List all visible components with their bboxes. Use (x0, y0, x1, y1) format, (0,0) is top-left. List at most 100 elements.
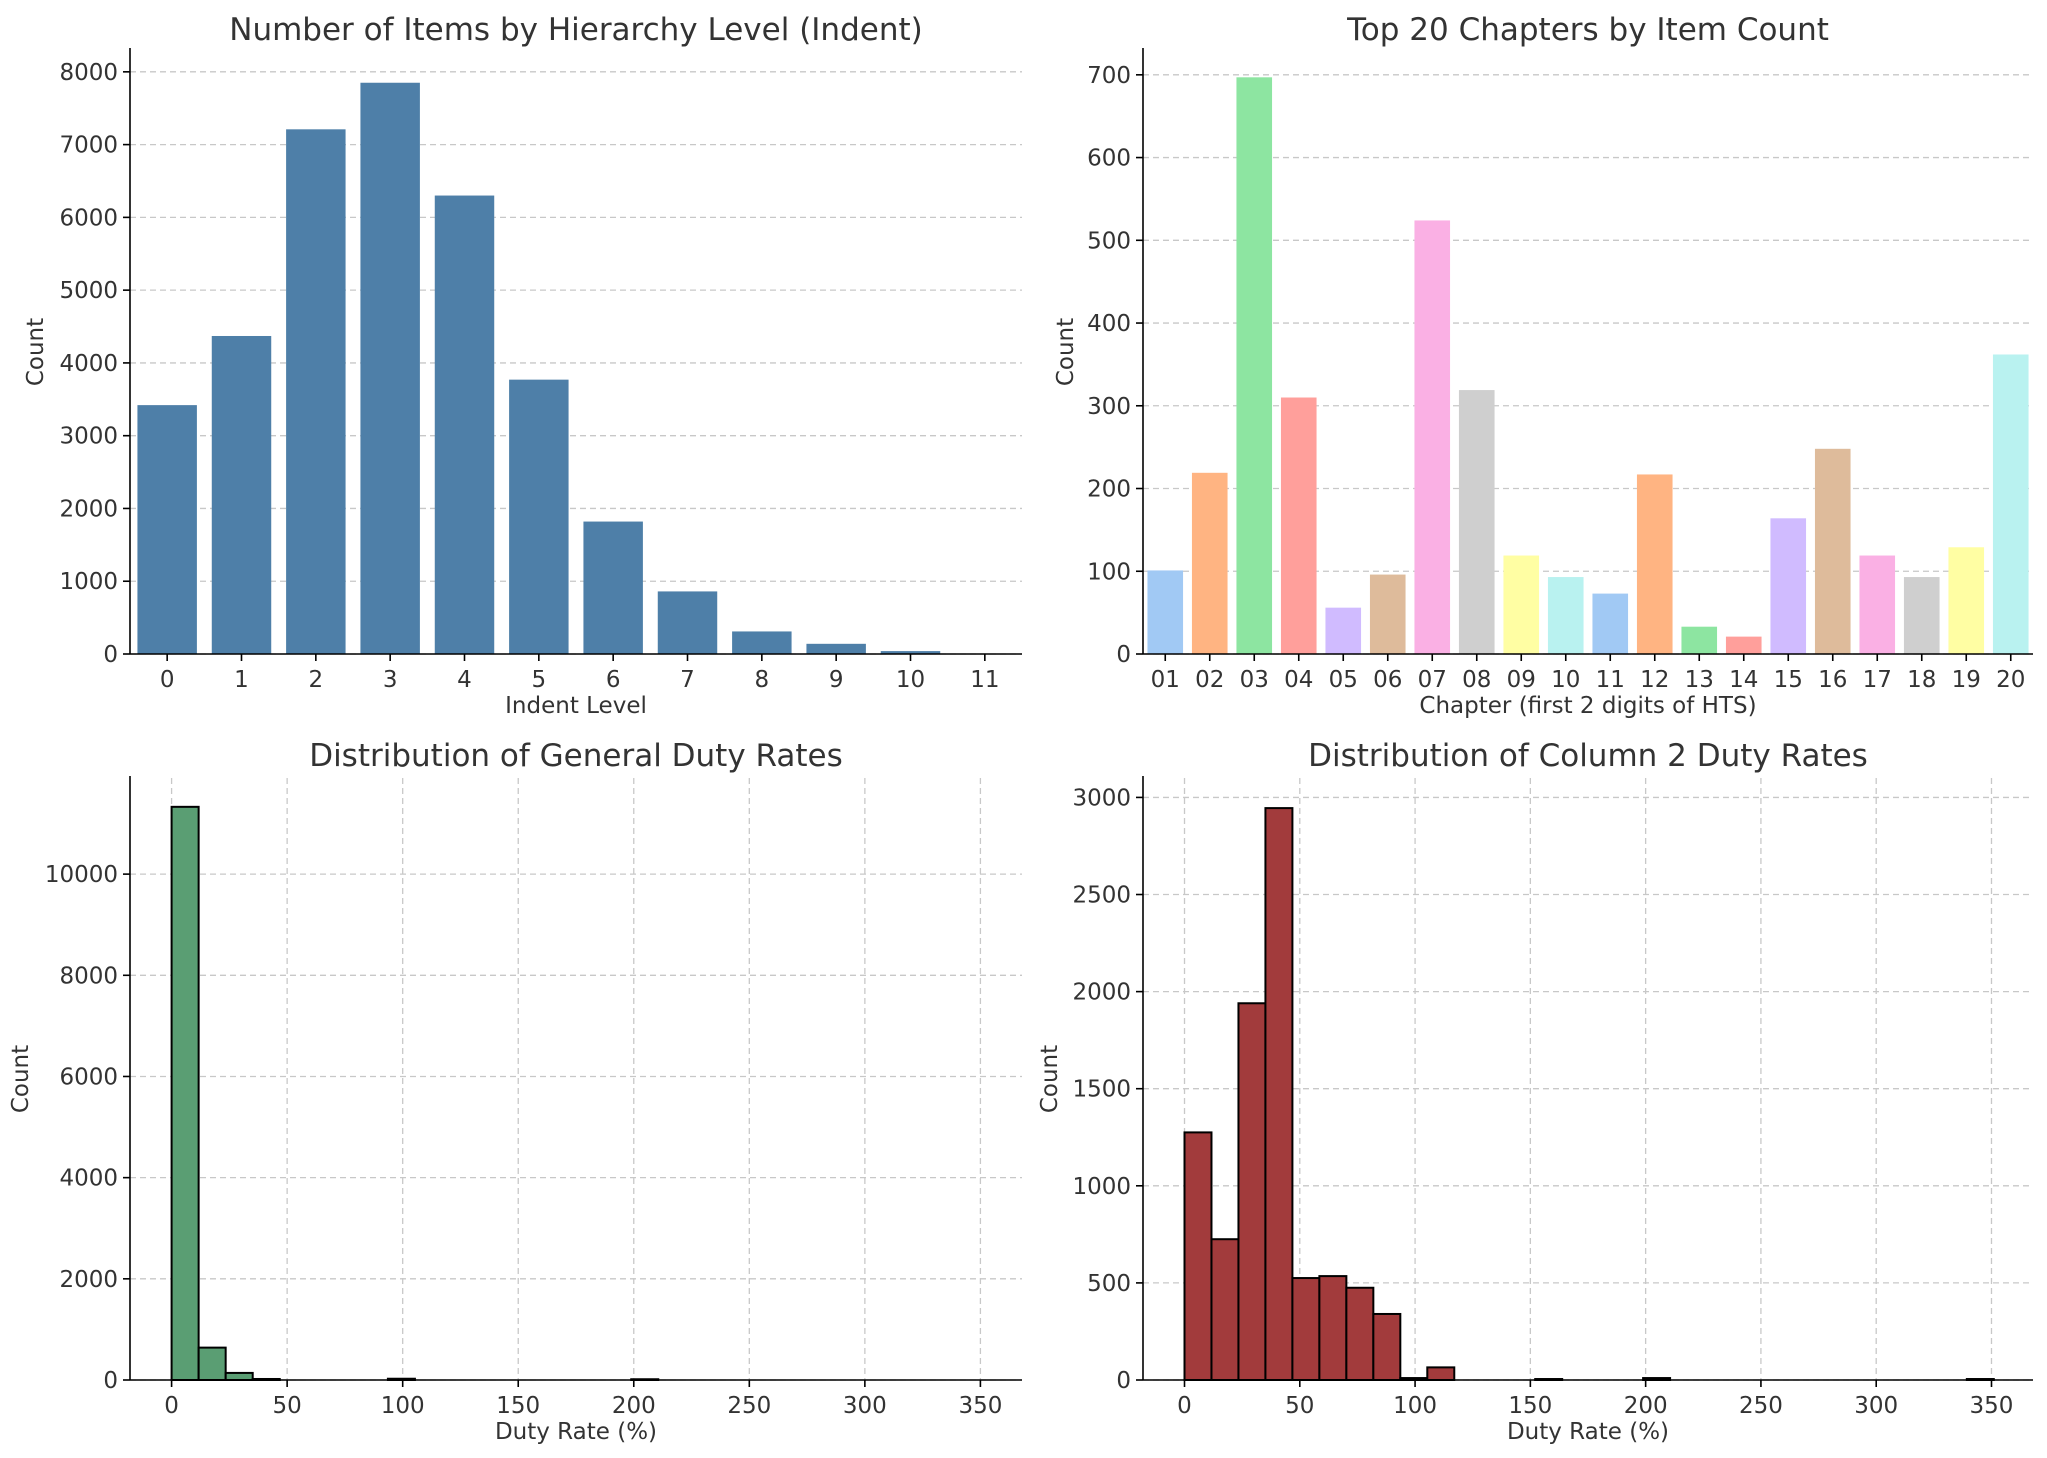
indent-level-chart: 0 1000 2000 3000 4000 5000 6000 7000 8000 0 1 2 3 4 5 6… (23, 12, 1022, 719)
x-tick-label: 200 (1624, 1393, 1668, 1419)
bar-3 (360, 82, 420, 654)
y-tick-label: 2500 (1072, 883, 1131, 909)
x-tick-label: 01 (1151, 667, 1180, 693)
bar-10 (880, 651, 941, 654)
x-tick-label: 8 (755, 667, 770, 693)
bar-16 (1814, 448, 1851, 654)
histogram-bin (1210, 1238, 1240, 1382)
x-tick-label: 06 (1373, 667, 1402, 693)
y-tick-label: 7000 (59, 133, 118, 159)
y-tick-label: 0 (103, 642, 118, 668)
x-tick-label: 0 (160, 667, 175, 693)
y-tick-label: 0 (103, 1368, 118, 1394)
y-tick-label: 10000 (45, 862, 118, 888)
bar-04 (1280, 397, 1317, 654)
y-tick-label: 1500 (1072, 1077, 1131, 1103)
bar-07 (1414, 220, 1451, 654)
bar-9 (806, 643, 866, 654)
x-tick-label: 1 (234, 667, 249, 693)
histogram-bin (224, 1371, 254, 1381)
x-axis-label: Duty Rate (%) (1507, 1419, 1669, 1445)
x-tick-label: 7 (680, 667, 695, 693)
x-tick-label: 5 (532, 667, 547, 693)
histogram-bin (1264, 807, 1294, 1381)
x-tick-label: 250 (1739, 1393, 1783, 1419)
x-tick-label: 10 (896, 667, 925, 693)
y-tick-label: 6000 (59, 205, 118, 231)
chart-title: Top 20 Chapters by Item Count (1346, 12, 1829, 48)
bar-0 (137, 405, 197, 654)
bar-03 (1236, 77, 1273, 655)
bar-11 (1592, 593, 1629, 654)
bar-7 (657, 591, 718, 654)
bar-2 (286, 129, 346, 654)
x-tick-label: 09 (1507, 667, 1536, 693)
bar-01 (1147, 570, 1184, 654)
x-tick-label: 15 (1774, 667, 1803, 693)
x-tick-label: 08 (1462, 667, 1491, 693)
y-axis-label: Count (8, 1045, 34, 1113)
y-axis-label: Count (23, 318, 49, 386)
chart-title: Number of Items by Hierarchy Level (Inde… (229, 12, 922, 48)
bar-19 (1948, 547, 1985, 654)
y-tick-label: 400 (1087, 311, 1131, 337)
histogram-bin (1183, 1131, 1213, 1381)
histogram-bin (1291, 1277, 1321, 1381)
x-tick-label: 0 (164, 1393, 179, 1419)
histogram-bin (1318, 1275, 1348, 1381)
bar-06 (1369, 574, 1406, 654)
bar-15 (1770, 518, 1807, 654)
x-tick-label: 10 (1551, 667, 1580, 693)
bar-12 (1636, 474, 1673, 654)
y-axis-label: Count (1037, 1045, 1063, 1113)
bar-14 (1725, 636, 1762, 654)
x-tick-label: 03 (1240, 667, 1269, 693)
x-tick-label: 05 (1329, 667, 1358, 693)
bar-05 (1325, 607, 1362, 654)
x-tick-label: 14 (1729, 667, 1758, 693)
x-tick-label: 150 (1508, 1393, 1552, 1419)
y-tick-label: 2000 (59, 1267, 118, 1293)
y-tick-label: 600 (1087, 146, 1131, 172)
bar-6 (583, 521, 643, 654)
bar-02 (1191, 472, 1228, 654)
x-tick-label: 350 (958, 1393, 1002, 1419)
bar-09 (1503, 555, 1540, 654)
y-tick-label: 500 (1087, 1271, 1131, 1297)
histogram-bin (197, 1346, 227, 1382)
y-tick-label: 300 (1087, 394, 1131, 420)
x-tick-label: 07 (1418, 667, 1447, 693)
x-tick-label: 6 (606, 667, 621, 693)
x-tick-label: 50 (272, 1393, 301, 1419)
x-tick-label: 2 (309, 667, 324, 693)
y-tick-label: 700 (1087, 63, 1131, 89)
x-tick-label: 9 (829, 667, 844, 693)
bar-4 (434, 195, 495, 654)
bar-18 (1903, 577, 1940, 654)
histogram-bin (1372, 1312, 1402, 1382)
y-tick-label: 5000 (59, 278, 118, 304)
x-tick-label: 11 (970, 667, 999, 693)
y-tick-label: 2000 (1072, 980, 1131, 1006)
x-tick-label: 16 (1818, 667, 1847, 693)
histogram-bin (1426, 1366, 1456, 1382)
histogram-bin (1345, 1286, 1375, 1381)
bar-20 (1992, 354, 2029, 654)
x-tick-label: 04 (1284, 667, 1313, 693)
bar-08 (1458, 390, 1495, 654)
y-tick-label: 0 (1116, 1368, 1131, 1394)
column2-duty-rate-chart: 0 500 1000 1500 2000 2500 3000 0 50 100 150 200 250 3… (1037, 738, 2033, 1445)
x-tick-label: 20 (1996, 667, 2025, 693)
y-tick-label: 6000 (59, 1064, 118, 1090)
y-tick-label: 8000 (59, 60, 118, 86)
bar-5 (509, 379, 569, 654)
x-axis-label: Indent Level (505, 693, 647, 719)
x-axis-label: Duty Rate (%) (495, 1419, 657, 1445)
chart-title: Distribution of General Duty Rates (309, 738, 843, 774)
y-tick-label: 3000 (59, 424, 118, 450)
y-tick-label: 0 (1116, 642, 1131, 668)
chart-title: Distribution of Column 2 Duty Rates (1308, 738, 1868, 774)
bar-1 (211, 335, 272, 654)
x-tick-label: 02 (1195, 667, 1224, 693)
